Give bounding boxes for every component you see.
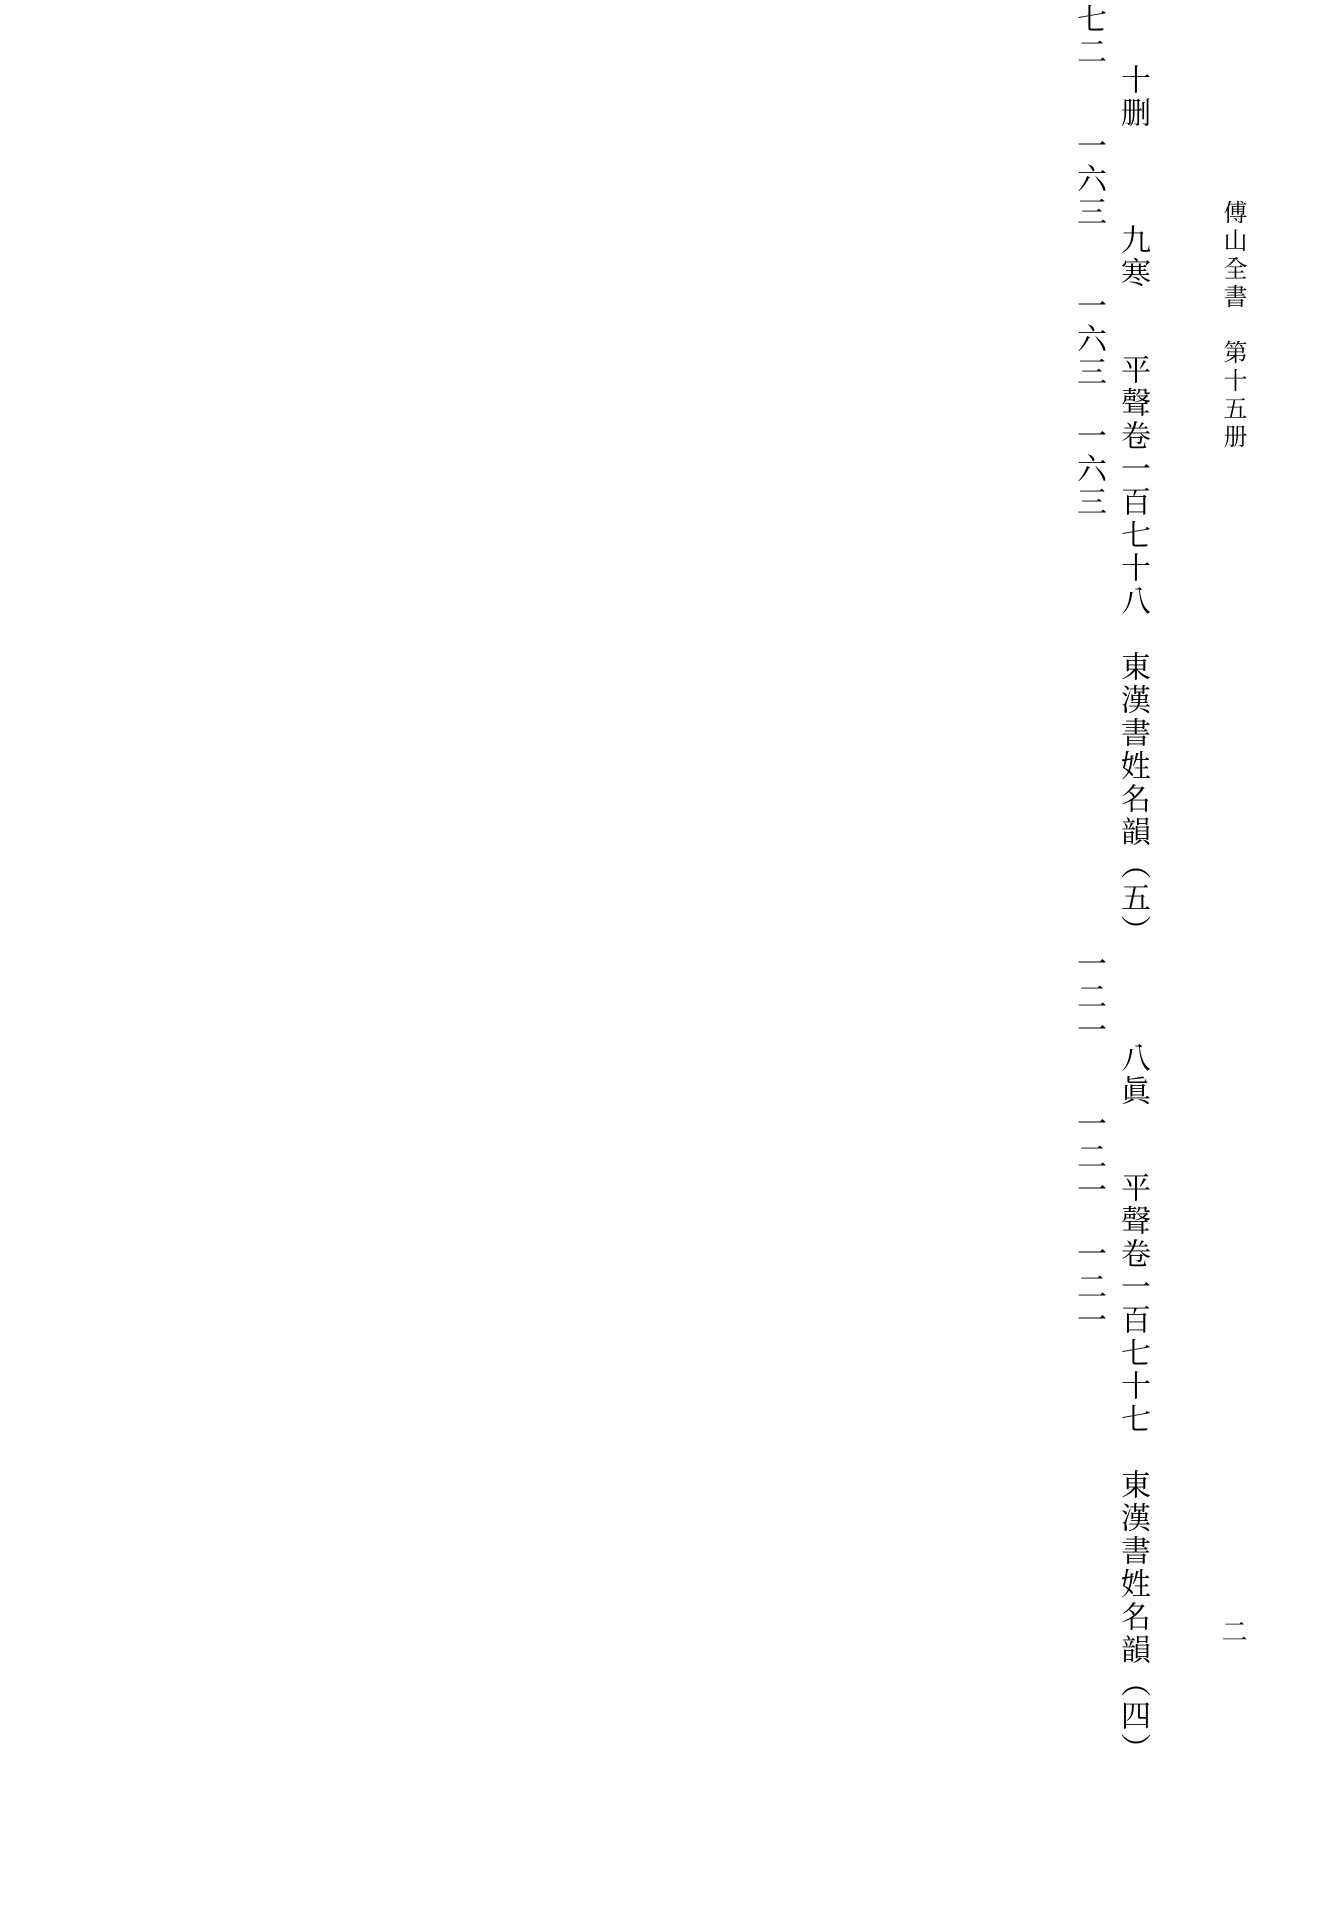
toc-entry-page: 一六三 [1070,130,1114,229]
page-number-footer: 二 [1216,1618,1253,1646]
toc-entry-label: 十删 [1114,64,1158,130]
toc-entry-page: 一六三 [1070,290,1114,389]
toc-entry-label: 平聲 [1114,354,1158,420]
toc-entry-page: 一六三 [1070,420,1114,519]
toc-entry: 十删一七二 [1114,0,1158,130]
toc-entry: 卷一百七十七 東漢書姓名韻（四）一二一 [1114,1238,1158,1766]
toc-entry-label: 卷一百七十七 東漢書姓名韻（四） [1114,1238,1158,1766]
toc-entry: 八眞一二一 [1114,948,1158,1108]
toc-entry-page: 一二一 [1070,1108,1114,1207]
toc-entry: 平聲一六三 [1114,290,1158,420]
toc-entry: 卷一百七十八 東漢書姓名韻（五）一六三 [1114,420,1158,948]
toc-entry-label: 卷一百七十八 東漢書姓名韻（五） [1114,420,1158,948]
toc-entry: 平聲一二一 [1114,1108,1158,1238]
page: 傅山全書 第十五册 二 卷一百七十七 東漢書姓名韻（四）一二一平聲一二一八眞一二… [0,0,1333,1916]
table-of-contents: 卷一百七十七 東漢書姓名韻（四）一二一平聲一二一八眞一二一卷一百七十八 東漢書姓… [110,110,1158,1766]
toc-entry-label: 八眞 [1114,1042,1158,1108]
toc-entry-label: 平聲 [1114,1172,1158,1238]
toc-entry: 九寒一六三 [1114,130,1158,290]
running-header: 傅山全書 第十五册 [1218,200,1253,452]
toc-entry-page: 一七二 [1070,0,1114,69]
toc-entry-label: 九寒 [1114,224,1158,290]
toc-entry-page: 一二一 [1070,948,1114,1047]
toc-entry-page: 一二一 [1070,1238,1114,1337]
